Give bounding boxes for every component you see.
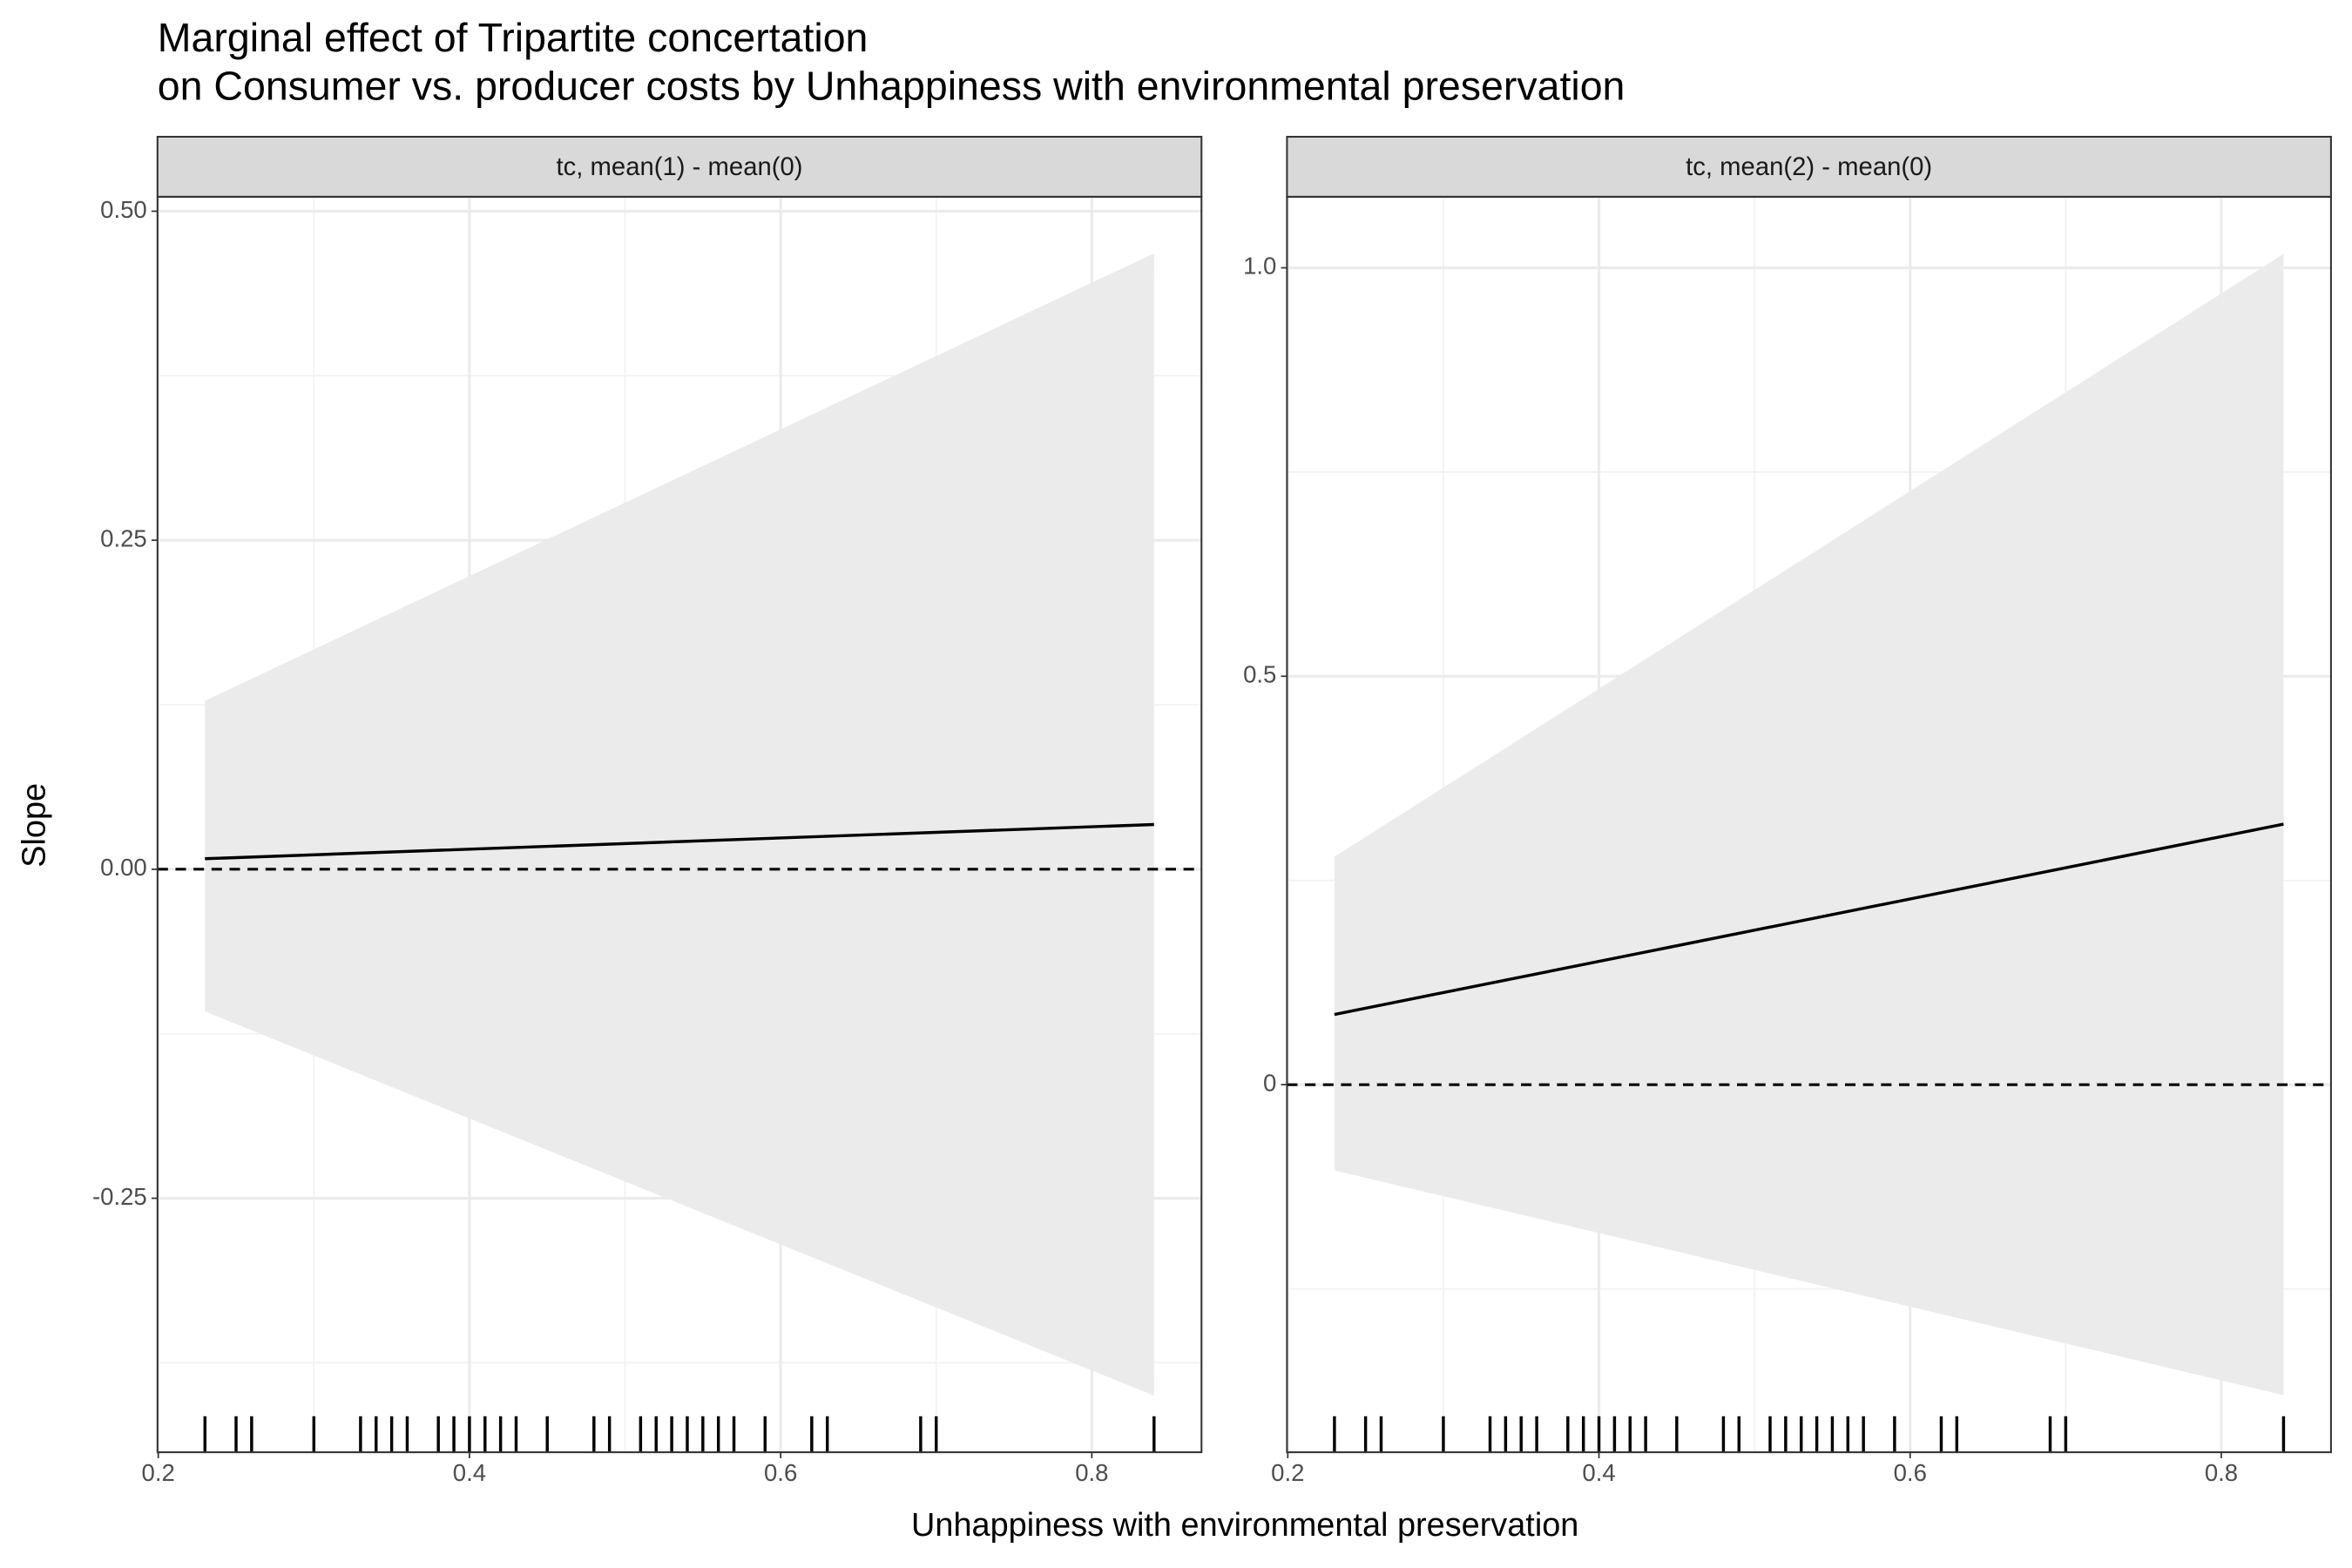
y-tick-label: 0 xyxy=(1263,1069,1276,1096)
chart-title: Marginal effect of Tripartite concertati… xyxy=(158,15,1625,109)
x-tick-label: 0.6 xyxy=(764,1459,797,1486)
y-axis-title: Slope xyxy=(16,783,52,868)
confidence-band xyxy=(1334,253,2284,1396)
x-tick-label: 0.2 xyxy=(142,1459,175,1486)
x-tick-label: 0.2 xyxy=(1271,1459,1304,1486)
strip-label: tc, mean(2) - mean(0) xyxy=(1686,153,1932,181)
x-tick-label: 0.8 xyxy=(1075,1459,1108,1486)
y-tick-label: 0.50 xyxy=(100,196,147,223)
y-tick-label: 1.0 xyxy=(1243,253,1276,280)
strip-background xyxy=(156,135,1203,198)
x-axis-title: Unhappiness with environmental preservat… xyxy=(911,1507,1578,1544)
y-tick-label: 0.00 xyxy=(100,854,147,881)
x-tick-label: 0.8 xyxy=(2205,1459,2238,1486)
strip-label: tc, mean(1) - mean(0) xyxy=(557,153,803,181)
x-tick-label: 0.4 xyxy=(453,1459,486,1486)
y-tick-label: 0.25 xyxy=(100,524,147,551)
strip-background xyxy=(1286,135,2332,198)
y-tick-label: -0.25 xyxy=(92,1183,147,1210)
effect-line xyxy=(1334,822,2284,1017)
x-tick-label: 0.6 xyxy=(1894,1459,1927,1486)
confidence-band xyxy=(205,253,1154,1396)
y-tick-label: 0.5 xyxy=(1243,661,1276,688)
effect-line xyxy=(205,822,1154,861)
x-tick-label: 0.4 xyxy=(1582,1459,1615,1486)
